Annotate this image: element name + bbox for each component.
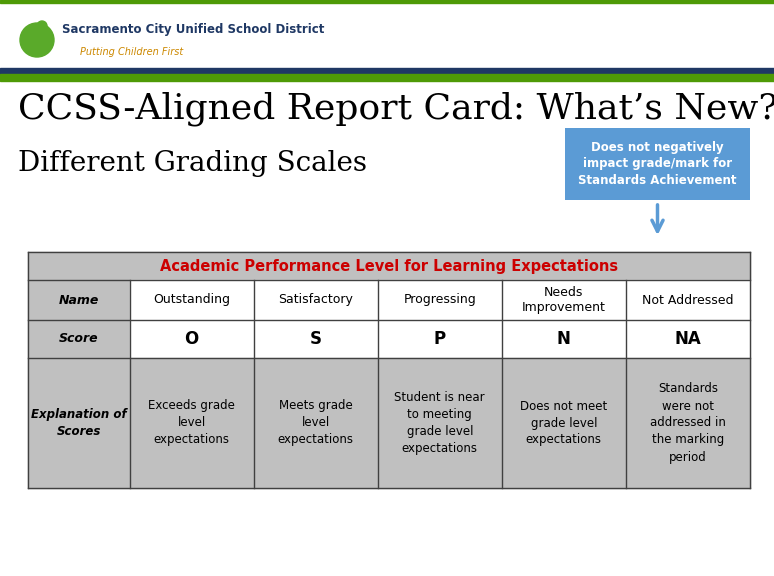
Text: CCSS-Aligned Report Card: What’s New?: CCSS-Aligned Report Card: What’s New? — [18, 92, 774, 127]
Text: Outstanding: Outstanding — [153, 294, 230, 306]
Circle shape — [20, 23, 54, 57]
Bar — [28, 320, 129, 358]
Text: Score: Score — [59, 332, 98, 346]
Text: Progressing: Progressing — [403, 294, 476, 306]
Text: NA: NA — [675, 330, 701, 348]
Bar — [28, 280, 129, 320]
Text: Standards
were not
addressed in
the marking
period: Standards were not addressed in the mark… — [650, 382, 726, 464]
Bar — [0, 68, 774, 74]
Bar — [0, 74, 774, 81]
Text: P: P — [433, 330, 446, 348]
Bar — [378, 280, 502, 320]
Text: Satisfactory: Satisfactory — [278, 294, 353, 306]
Bar — [129, 358, 254, 488]
Bar — [129, 320, 254, 358]
Bar — [378, 320, 502, 358]
Text: Not Addressed: Not Addressed — [642, 294, 734, 306]
Text: Does not negatively
impact grade/mark for
Standards Achievement: Does not negatively impact grade/mark fo… — [578, 141, 737, 188]
Text: S: S — [310, 330, 322, 348]
Bar — [502, 358, 626, 488]
Bar — [502, 320, 626, 358]
Text: O: O — [184, 330, 199, 348]
Bar — [254, 358, 378, 488]
Bar — [626, 280, 750, 320]
Text: Needs
Improvement: Needs Improvement — [522, 286, 606, 314]
Text: Meets grade
level
expectations: Meets grade level expectations — [278, 400, 354, 446]
Bar — [502, 280, 626, 320]
Text: Does not meet
grade level
expectations: Does not meet grade level expectations — [520, 400, 608, 446]
Text: Exceeds grade
level
expectations: Exceeds grade level expectations — [148, 400, 235, 446]
Bar — [254, 280, 378, 320]
Bar — [254, 320, 378, 358]
Text: N: N — [557, 330, 570, 348]
Bar — [28, 252, 750, 488]
Text: Academic Performance Level for Learning Expectations: Academic Performance Level for Learning … — [160, 259, 618, 274]
Circle shape — [15, 16, 59, 60]
Bar — [626, 320, 750, 358]
Bar — [378, 358, 502, 488]
FancyBboxPatch shape — [565, 128, 750, 200]
Text: Sacramento City Unified School District: Sacramento City Unified School District — [62, 24, 324, 36]
Bar — [626, 358, 750, 488]
Text: Putting Children First: Putting Children First — [80, 47, 183, 57]
Circle shape — [37, 21, 47, 31]
Text: Explanation of
Scores: Explanation of Scores — [31, 408, 127, 438]
Text: Student is near
to meeting
grade level
expectations: Student is near to meeting grade level e… — [395, 391, 485, 455]
Text: Name: Name — [59, 294, 99, 306]
Text: Different Grading Scales: Different Grading Scales — [18, 150, 367, 177]
Bar — [28, 252, 750, 280]
Bar — [0, 0, 774, 79]
Bar — [28, 358, 129, 488]
Bar — [129, 280, 254, 320]
Bar — [0, 0, 774, 3]
